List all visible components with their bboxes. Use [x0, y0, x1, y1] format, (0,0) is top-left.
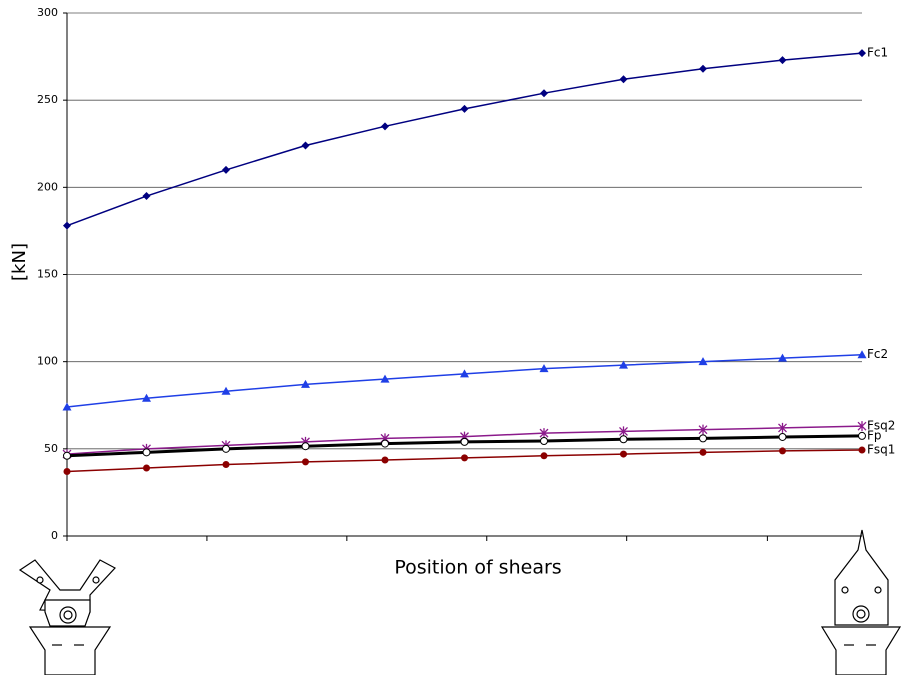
marker: [858, 49, 866, 57]
y-tick-label: 300: [37, 6, 58, 19]
marker: [700, 435, 707, 442]
marker: [302, 458, 309, 465]
marker: [222, 166, 230, 174]
marker: [63, 222, 71, 230]
marker: [461, 438, 468, 445]
x-axis-title: Position of shears: [394, 557, 561, 579]
marker: [64, 468, 71, 475]
series-line: [67, 355, 862, 407]
marker: [382, 440, 389, 447]
marker: [382, 456, 389, 463]
marker: [143, 465, 150, 472]
y-tick-label: 250: [37, 93, 58, 106]
marker: [143, 192, 151, 200]
shears-open-icon: [20, 560, 115, 675]
marker: [540, 89, 548, 97]
y-tick-label: 100: [37, 355, 58, 368]
marker: [381, 122, 389, 130]
marker: [779, 447, 786, 454]
page: [kN] Position of shears 0 50 100 150 200 250 3…: [0, 0, 917, 675]
marker: [64, 452, 71, 459]
marker: [859, 447, 866, 454]
marker: [461, 105, 469, 113]
marker: [620, 75, 628, 83]
marker: [461, 454, 468, 461]
marker: [700, 449, 707, 456]
y-axis-title: [kN]: [9, 243, 30, 281]
marker: [541, 452, 548, 459]
series-line: [67, 53, 862, 226]
series-label: Fp: [867, 428, 882, 442]
series-label: Fc2: [867, 347, 888, 361]
marker: [859, 432, 866, 439]
marker: [620, 436, 627, 443]
marker: [779, 56, 787, 64]
marker: [541, 437, 548, 444]
marker: [302, 141, 310, 149]
y-tick-label: 50: [44, 442, 58, 455]
series-label: Fsq1: [867, 443, 895, 457]
marker: [779, 433, 786, 440]
series-label: Fc1: [867, 46, 888, 60]
chart: [kN] Position of shears 0 50 100 150 200 250 3…: [0, 0, 917, 675]
marker: [699, 65, 707, 73]
marker: [223, 445, 230, 452]
y-tick-label: 150: [37, 268, 58, 281]
marker: [620, 451, 627, 458]
marker: [302, 443, 309, 450]
shears-closed-icon: [822, 530, 900, 675]
y-tick-label: 0: [51, 529, 58, 542]
marker: [143, 449, 150, 456]
y-tick-label: 200: [37, 180, 58, 193]
marker: [223, 461, 230, 468]
